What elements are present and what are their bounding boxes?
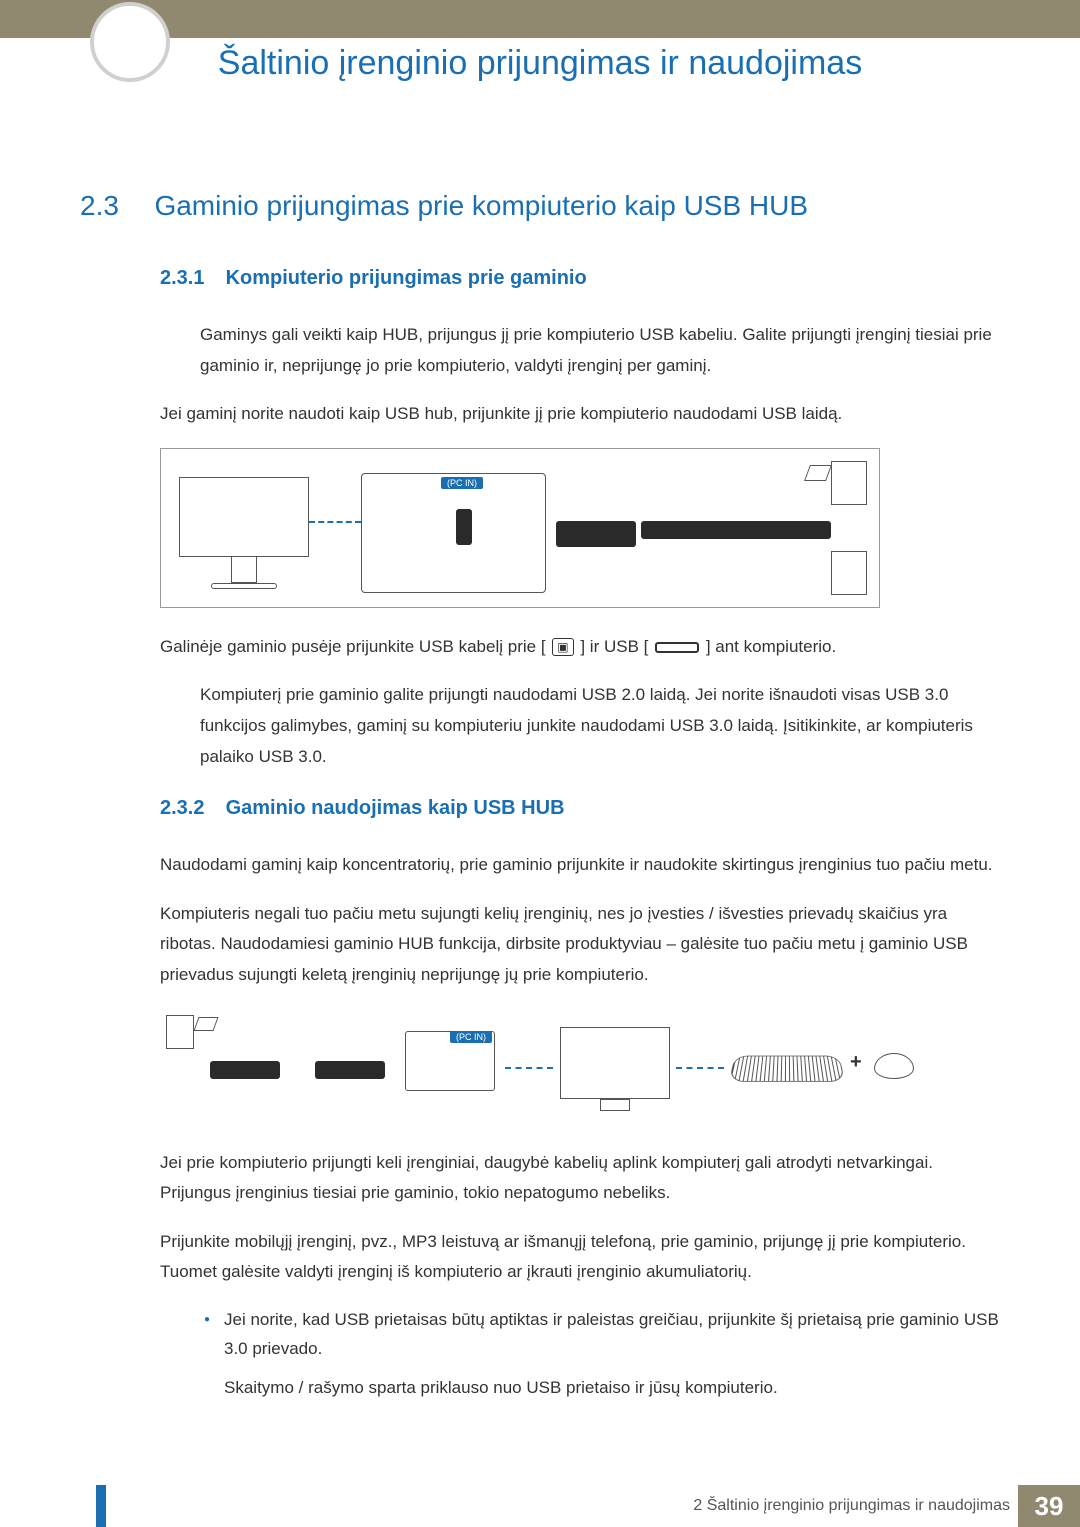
monitor-stand-icon <box>600 1099 630 1111</box>
paragraph: Galinėje gaminio pusėje prijunkite USB k… <box>160 632 1000 663</box>
footer-chapter-label: 2 Šaltinio įrenginio prijungimas ir naud… <box>693 1485 1010 1527</box>
paragraph: Naudodami gaminį kaip koncentratorių, pr… <box>160 850 1000 881</box>
page-number: 39 <box>1018 1485 1080 1527</box>
subsection-heading: 2.3.2 Gaminio naudojimas kaip USB HUB <box>160 797 1000 820</box>
footer-accent-bar <box>96 1485 106 1527</box>
monitor-back-icon <box>361 473 546 593</box>
bullet-item: Jei norite, kad USB prietaisas būtų apti… <box>200 1306 1000 1364</box>
port-label: (PC IN) <box>441 477 483 489</box>
pc-tower-icon <box>831 551 867 595</box>
page-footer: 2 Šaltinio įrenginio prijungimas ir naud… <box>0 1485 1080 1527</box>
section-title: Gaminio prijungimas prie kompiuterio kai… <box>154 190 808 222</box>
section-number: 2.3 <box>80 190 150 222</box>
subsection-2-3-2: 2.3.2 Gaminio naudojimas kaip USB HUB Na… <box>160 797 1000 1402</box>
monitor-stand-icon <box>231 557 257 583</box>
text-fragment: ] ir USB [ <box>580 637 653 656</box>
laptop-icon <box>804 465 832 481</box>
info-paragraph: Gaminys gali veikti kaip HUB, prijungus … <box>200 320 1000 381</box>
monitor-icon <box>560 1027 670 1099</box>
subsection-2-3-1: 2.3.1 Kompiuterio prijungimas prie gamin… <box>160 267 1000 772</box>
usb-cable-icon <box>641 521 831 539</box>
subsection-title: Kompiuterio prijungimas prie gaminio <box>226 267 587 289</box>
subsection-title: Gaminio naudojimas kaip USB HUB <box>226 797 565 819</box>
pc-tower-icon <box>166 1015 194 1049</box>
usb-plug-icon <box>315 1061 385 1079</box>
laptop-icon <box>193 1017 218 1031</box>
subsection-number: 2.3.2 <box>160 797 220 820</box>
subsection-number: 2.3.1 <box>160 267 220 290</box>
usb-port-icon <box>655 642 699 653</box>
usb-upstream-icon: ▣ <box>552 638 573 656</box>
info-note: Kompiuterį prie gaminio galite prijungti… <box>200 680 1000 772</box>
bullet-item: Skaitymo / rašymo sparta priklauso nuo U… <box>200 1374 1000 1403</box>
connection-diagram-1: (PC IN) <box>160 448 880 608</box>
usb-cable-icon <box>556 521 636 547</box>
mouse-icon <box>874 1053 914 1079</box>
usb-plug-icon <box>456 509 472 545</box>
usb-plug-icon <box>210 1061 280 1079</box>
cable-dashline <box>676 1067 724 1069</box>
chapter-title: Šaltinio įrenginio prijungimas ir naudoj… <box>0 38 1080 83</box>
info-note: Gaminys gali veikti kaip HUB, prijungus … <box>200 320 1000 381</box>
plus-icon: + <box>850 1051 862 1074</box>
paragraph: Prijunkite mobilųjį įrenginį, pvz., MP3 … <box>160 1227 1000 1288</box>
page-content: 2.3 Gaminio prijungimas prie kompiuterio… <box>80 190 1000 1403</box>
cable-dashline <box>505 1067 553 1069</box>
paragraph: Kompiuteris negali tuo pačiu metu sujung… <box>160 899 1000 991</box>
section-heading: 2.3 Gaminio prijungimas prie kompiuterio… <box>80 190 1000 222</box>
text-fragment: Galinėje gaminio pusėje prijunkite USB k… <box>160 637 550 656</box>
cable-dashline <box>309 521 361 523</box>
port-label: (PC IN) <box>450 1031 492 1043</box>
pc-tower-icon <box>831 461 867 505</box>
bullet-list: Jei norite, kad USB prietaisas būtų apti… <box>200 1306 1000 1403</box>
paragraph: Jei gaminį norite naudoti kaip USB hub, … <box>160 399 1000 430</box>
info-paragraph: Kompiuterį prie gaminio galite prijungti… <box>200 680 1000 772</box>
paragraph: Jei prie kompiuterio prijungti keli įren… <box>160 1148 1000 1209</box>
monitor-base-icon <box>211 583 277 589</box>
text-fragment: ] ant kompiuterio. <box>706 637 836 656</box>
monitor-icon <box>179 477 309 557</box>
keyboard-icon <box>729 1055 845 1081</box>
subsection-heading: 2.3.1 Kompiuterio prijungimas prie gamin… <box>160 267 1000 290</box>
connection-diagram-2: (PC IN) + <box>160 1009 900 1124</box>
